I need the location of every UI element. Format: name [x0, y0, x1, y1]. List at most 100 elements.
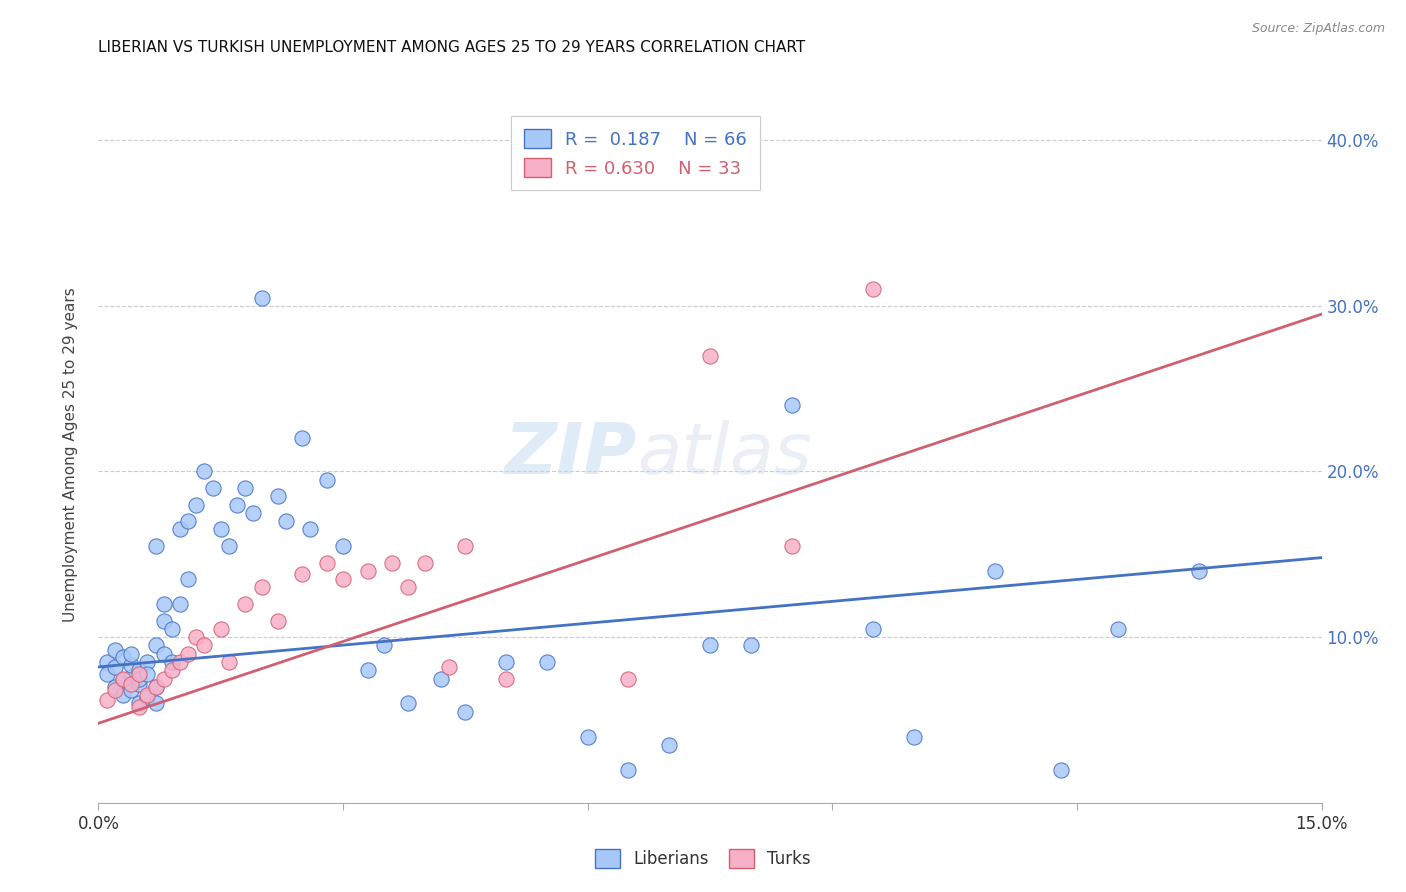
- Point: [454, 539, 477, 553]
- Point: [209, 622, 232, 636]
- Point: [209, 523, 232, 537]
- Text: atlas: atlas: [637, 420, 811, 490]
- Point: [120, 670, 142, 684]
- Point: [291, 431, 314, 445]
- Point: [104, 683, 127, 698]
- Legend: R =  0.187    N = 66, R = 0.630    N = 33: R = 0.187 N = 66, R = 0.630 N = 33: [512, 116, 759, 190]
- Point: [291, 567, 314, 582]
- Point: [218, 655, 240, 669]
- Point: [250, 581, 273, 595]
- Point: [177, 514, 200, 528]
- Point: [437, 660, 460, 674]
- Point: [145, 680, 167, 694]
- Text: ZIP: ZIP: [505, 420, 637, 490]
- Point: [274, 514, 297, 528]
- Point: [128, 676, 150, 690]
- Point: [128, 663, 150, 677]
- Point: [96, 666, 118, 681]
- Point: [658, 738, 681, 752]
- Point: [1107, 622, 1129, 636]
- Point: [136, 666, 159, 681]
- Point: [233, 481, 256, 495]
- Point: [186, 498, 208, 512]
- Point: [903, 730, 925, 744]
- Point: [495, 672, 517, 686]
- Point: [617, 672, 640, 686]
- Point: [193, 465, 215, 479]
- Text: Source: ZipAtlas.com: Source: ZipAtlas.com: [1251, 22, 1385, 36]
- Point: [169, 655, 191, 669]
- Point: [136, 688, 159, 702]
- Point: [356, 663, 378, 677]
- Y-axis label: Unemployment Among Ages 25 to 29 years: Unemployment Among Ages 25 to 29 years: [63, 287, 77, 623]
- Point: [152, 597, 174, 611]
- Point: [396, 581, 419, 595]
- Point: [218, 539, 240, 553]
- Point: [536, 655, 558, 669]
- Point: [740, 639, 762, 653]
- Point: [145, 680, 167, 694]
- Point: [177, 647, 200, 661]
- Point: [145, 639, 167, 653]
- Point: [233, 597, 256, 611]
- Point: [96, 655, 118, 669]
- Point: [160, 622, 183, 636]
- Point: [315, 556, 337, 570]
- Point: [226, 498, 249, 512]
- Point: [111, 650, 134, 665]
- Point: [396, 697, 419, 711]
- Legend: Liberians, Turks: Liberians, Turks: [589, 843, 817, 875]
- Point: [104, 680, 127, 694]
- Point: [193, 639, 215, 653]
- Point: [128, 697, 150, 711]
- Point: [332, 539, 354, 553]
- Point: [495, 655, 517, 669]
- Point: [120, 658, 142, 673]
- Point: [617, 763, 640, 777]
- Point: [242, 506, 264, 520]
- Point: [862, 282, 884, 296]
- Point: [104, 643, 127, 657]
- Point: [699, 349, 721, 363]
- Point: [145, 697, 167, 711]
- Point: [152, 614, 174, 628]
- Point: [381, 556, 404, 570]
- Point: [96, 693, 118, 707]
- Point: [299, 523, 322, 537]
- Point: [160, 655, 183, 669]
- Point: [128, 699, 150, 714]
- Point: [315, 473, 337, 487]
- Point: [1049, 763, 1071, 777]
- Point: [373, 639, 395, 653]
- Point: [576, 730, 599, 744]
- Point: [169, 523, 191, 537]
- Point: [267, 614, 290, 628]
- Point: [984, 564, 1007, 578]
- Point: [111, 672, 134, 686]
- Point: [430, 672, 453, 686]
- Point: [454, 705, 477, 719]
- Point: [413, 556, 436, 570]
- Point: [104, 660, 127, 674]
- Point: [136, 655, 159, 669]
- Point: [152, 647, 174, 661]
- Point: [128, 666, 150, 681]
- Text: LIBERIAN VS TURKISH UNEMPLOYMENT AMONG AGES 25 TO 29 YEARS CORRELATION CHART: LIBERIAN VS TURKISH UNEMPLOYMENT AMONG A…: [98, 40, 806, 55]
- Point: [332, 572, 354, 586]
- Point: [780, 539, 803, 553]
- Point: [1188, 564, 1211, 578]
- Point: [169, 597, 191, 611]
- Point: [160, 663, 183, 677]
- Point: [120, 683, 142, 698]
- Point: [780, 398, 803, 412]
- Point: [356, 564, 378, 578]
- Point: [177, 572, 200, 586]
- Point: [152, 672, 174, 686]
- Point: [111, 688, 134, 702]
- Point: [120, 647, 142, 661]
- Point: [120, 676, 142, 690]
- Point: [145, 539, 167, 553]
- Point: [186, 630, 208, 644]
- Point: [862, 622, 884, 636]
- Point: [201, 481, 224, 495]
